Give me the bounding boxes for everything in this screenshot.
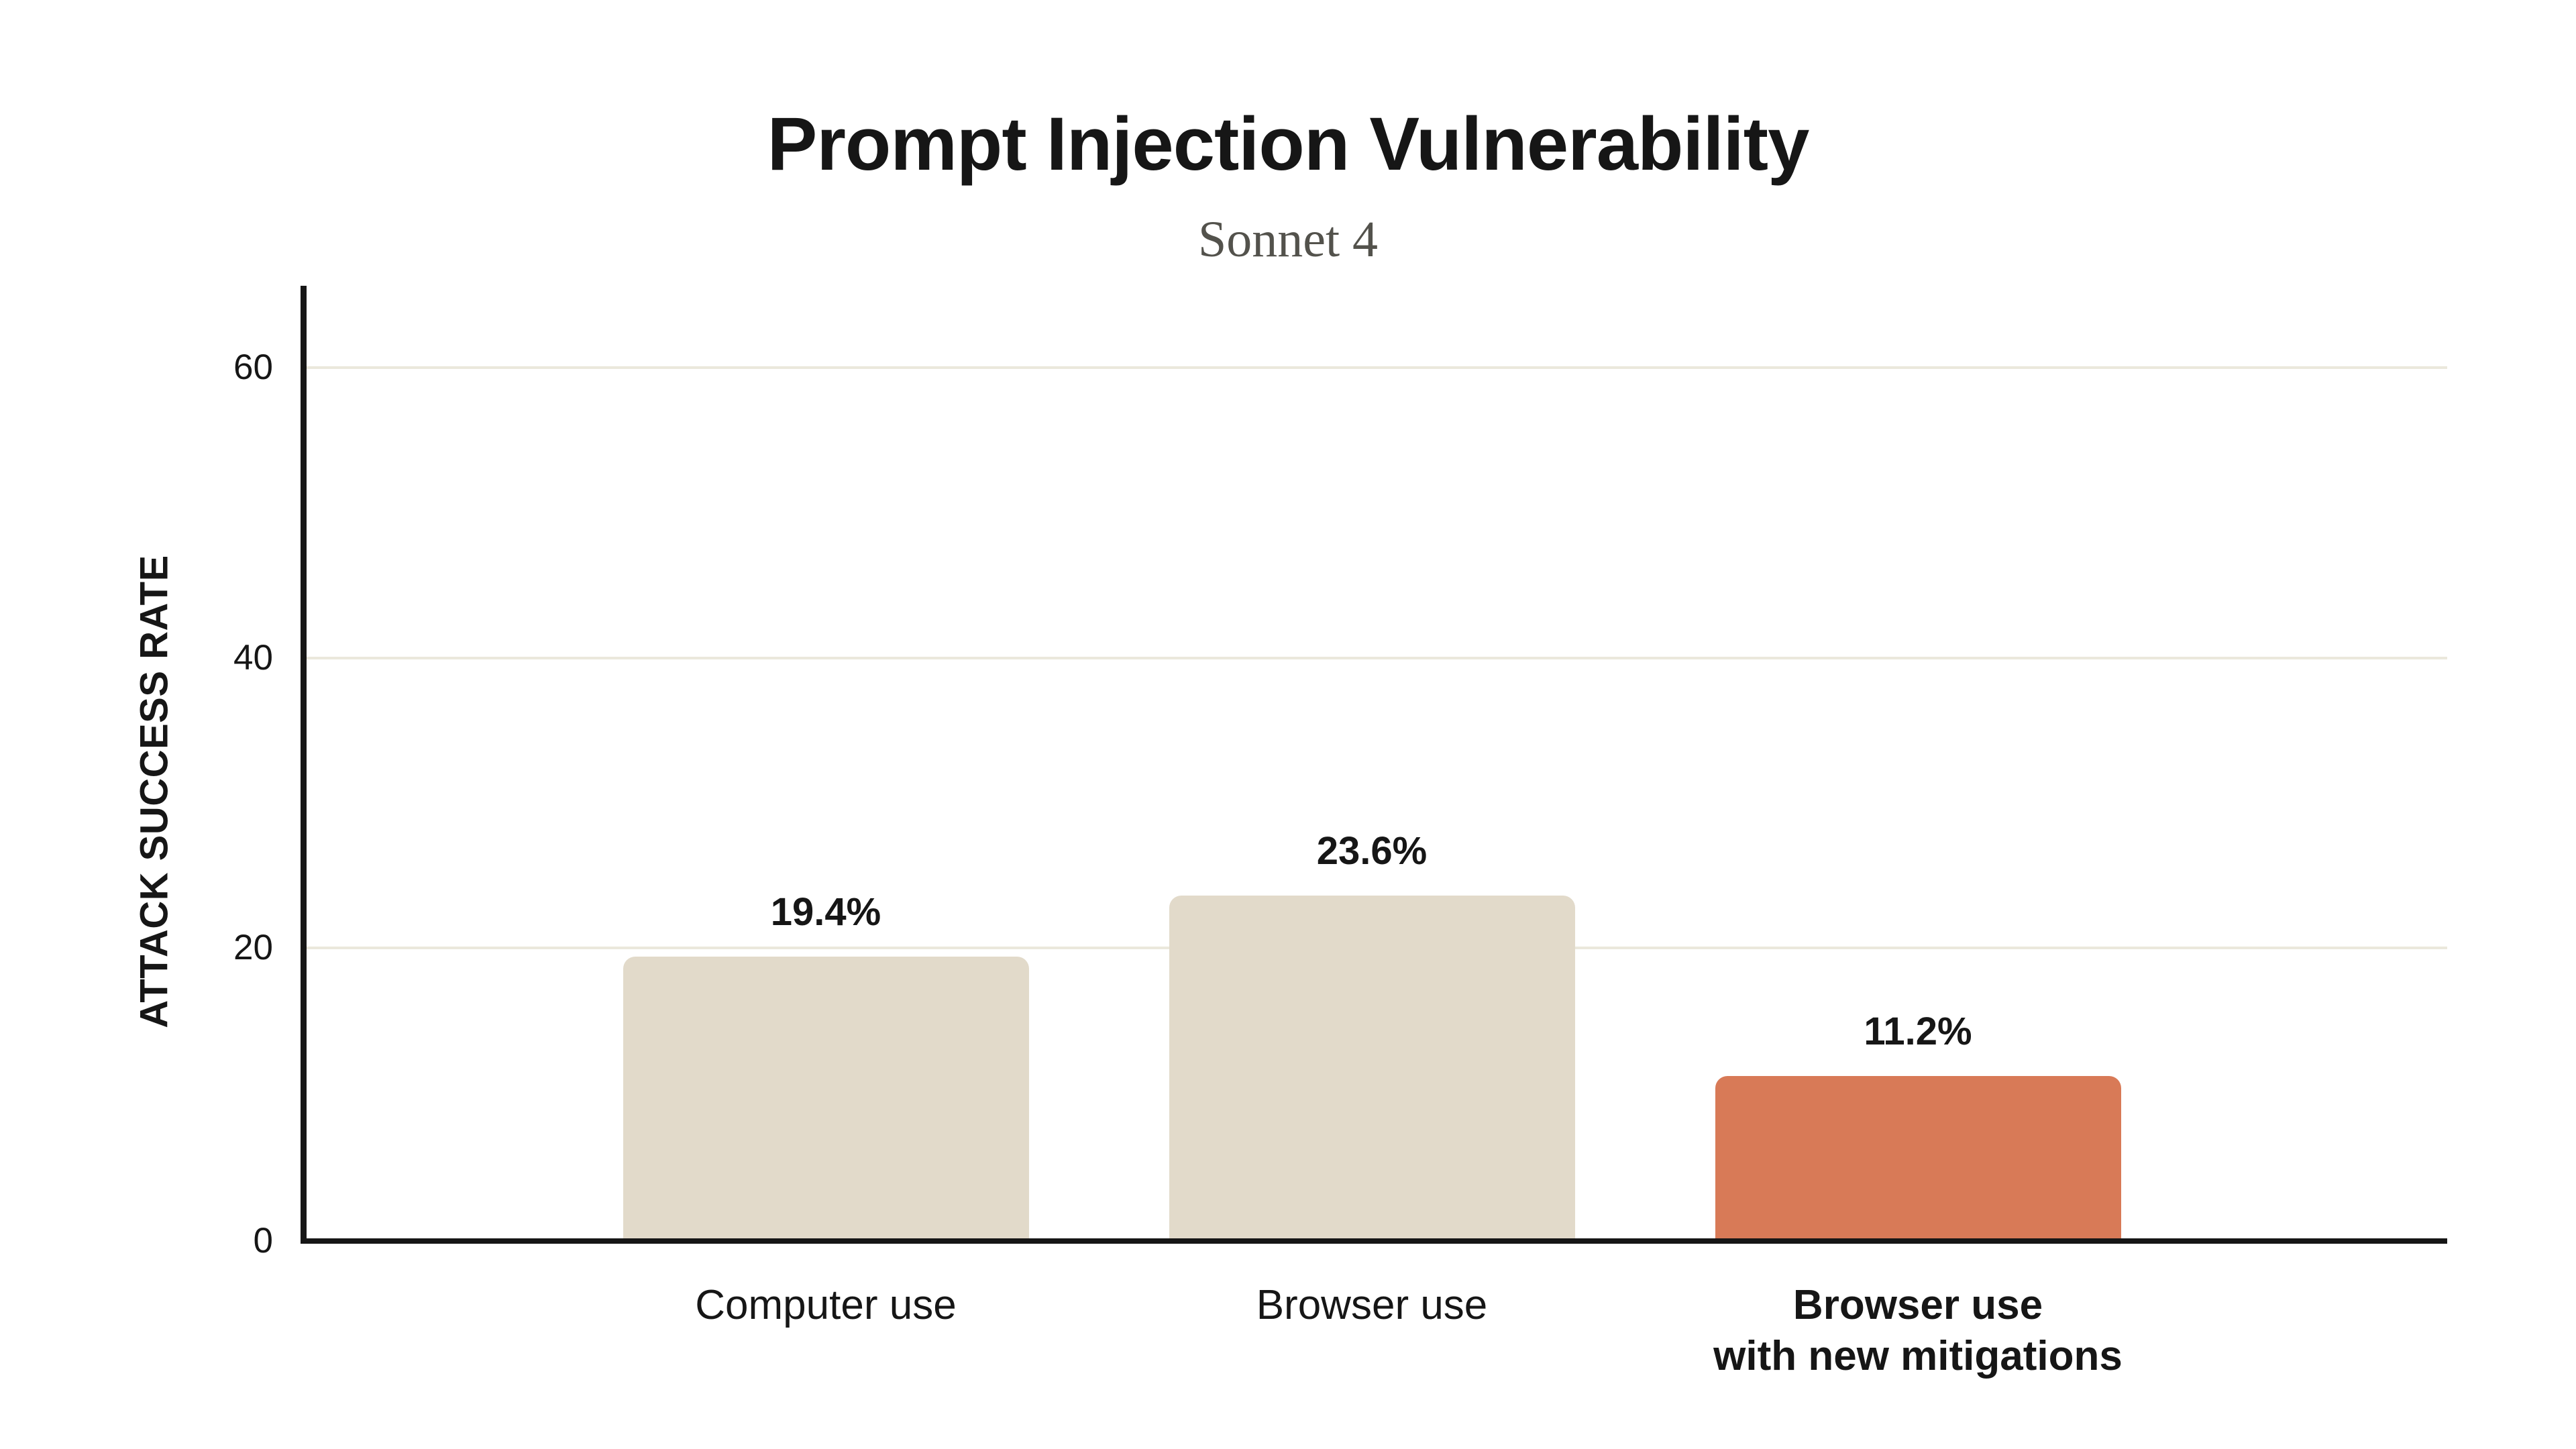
chart-title: Prompt Injection Vulnerability	[767, 102, 1810, 186]
y-tick-40: 40	[233, 637, 273, 678]
category-label-computer-use: Computer use	[695, 1282, 957, 1328]
value-label-computer-use: 19.4%	[770, 890, 881, 934]
chart-subtitle: Sonnet 4	[1197, 211, 1379, 268]
y-tick-60: 60	[233, 347, 273, 387]
bar-computer-use	[623, 957, 1029, 1238]
gridline-40	[307, 656, 2447, 659]
y-axis-line	[301, 286, 307, 1244]
y-tick-0: 0	[253, 1221, 273, 1260]
category-label-browser-use-new-mitigations: Browser use with new mitigations	[1713, 1282, 2123, 1379]
gridline-60	[307, 366, 2447, 369]
bar-browser-use	[1169, 896, 1575, 1238]
x-axis-line	[301, 1238, 2447, 1244]
value-label-browser-use-new-mitigations: 11.2%	[1864, 1009, 1972, 1053]
category-label-browser-use: Browser use	[1256, 1282, 1488, 1328]
bar-browser-use-new-mitigations	[1715, 1075, 2121, 1238]
value-label-browser-use: 23.6%	[1316, 829, 1428, 873]
y-tick-20: 20	[233, 928, 273, 968]
y-axis-title: ATTACK SUCCESS RATE	[132, 555, 176, 1028]
